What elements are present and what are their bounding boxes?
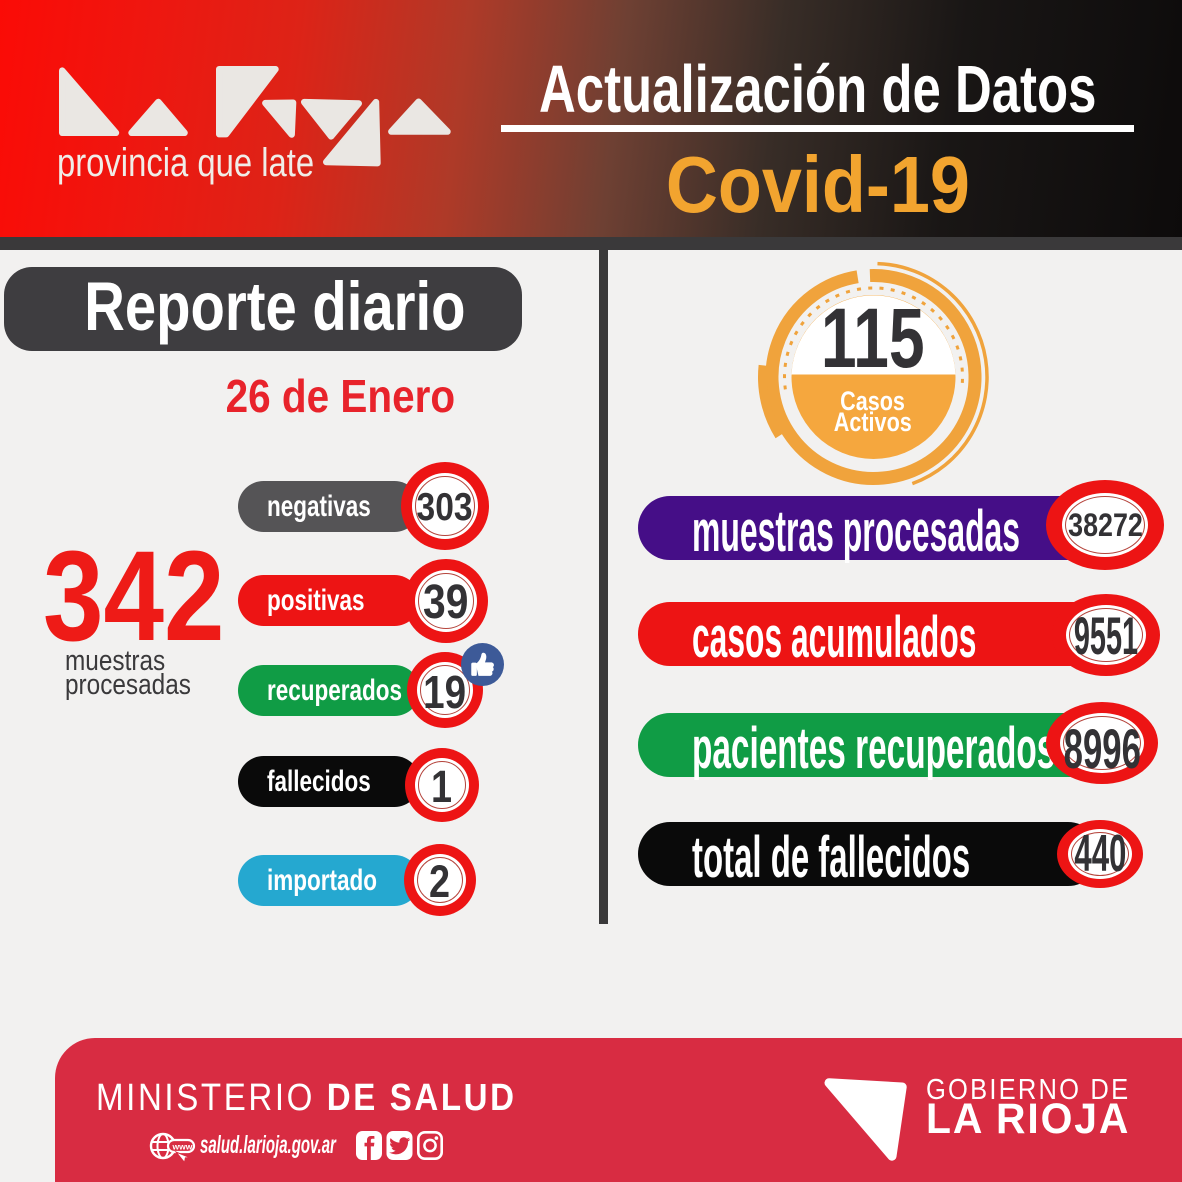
svg-text:www: www	[172, 1142, 193, 1152]
